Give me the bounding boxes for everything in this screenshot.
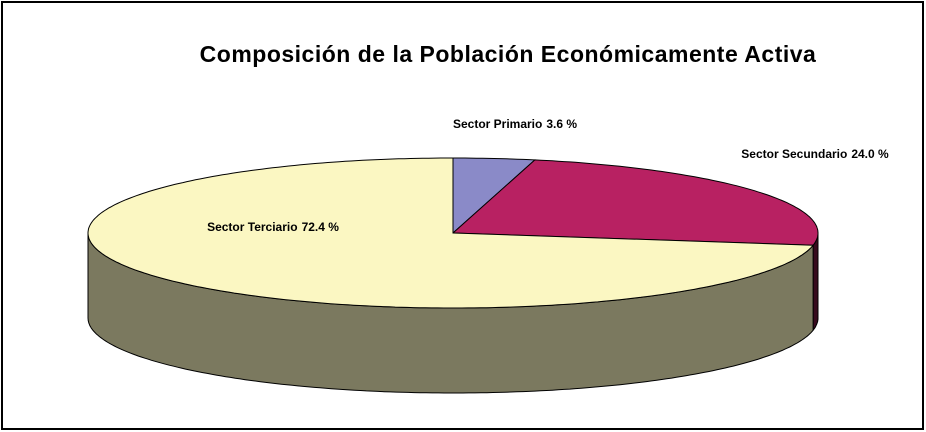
slice-label-value: 72.4 %	[302, 220, 340, 234]
slice-label: Sector Primario 3.6 %	[453, 117, 577, 131]
slice-label: Sector Secundario 24.0 %	[741, 147, 889, 161]
chart-title: Composición de la Población Económicamen…	[200, 41, 817, 67]
slice-label-value: 24.0 %	[851, 147, 889, 161]
slice	[87, 157, 815, 309]
slice-label: Sector Terciario 72.4 %	[207, 220, 339, 234]
slice-label-name: Sector Terciario	[207, 220, 297, 234]
slice-side	[812, 233, 819, 332]
slice-label-name: Sector Primario	[453, 117, 542, 131]
slice-label-value: 3.6 %	[546, 117, 577, 131]
slice-label-name: Sector Secundario	[741, 147, 847, 161]
slice	[451, 159, 819, 246]
